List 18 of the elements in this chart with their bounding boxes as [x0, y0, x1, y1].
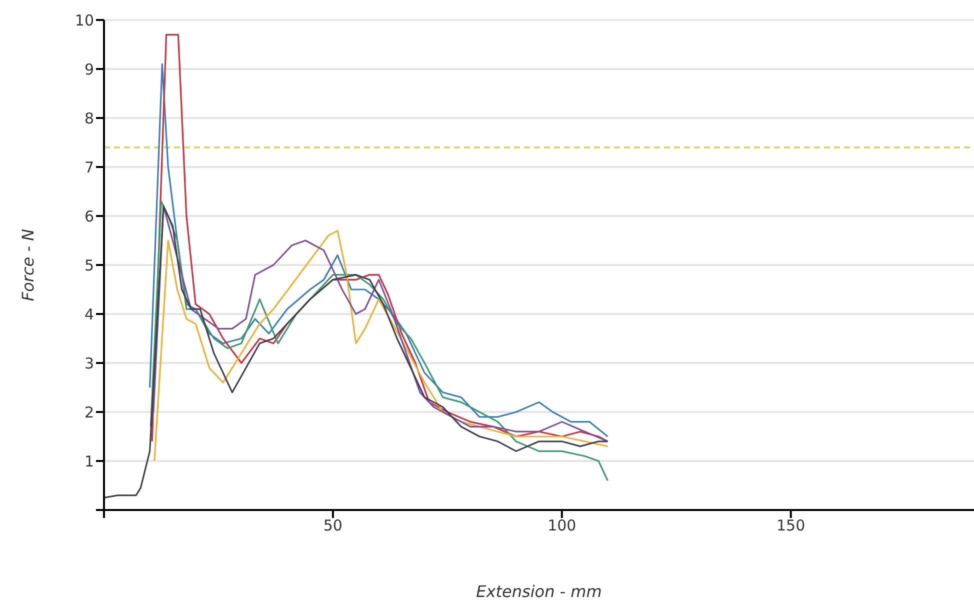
y-tick-label: 9 [84, 60, 94, 78]
x-axis-title: Extension - mm [476, 582, 602, 601]
y-tick-label: 8 [84, 109, 94, 128]
y-tick-label: 7 [84, 158, 94, 176]
line-series [150, 200, 608, 482]
y-tick-label: 2 [84, 403, 94, 422]
y-tick-label: 5 [84, 256, 94, 274]
x-tick-label: 100 [548, 516, 576, 535]
line-series [154, 230, 608, 462]
x-tick-label: 50 [323, 516, 342, 535]
x-tick-label: 150 [776, 516, 806, 535]
y-tick-label: 10 [74, 11, 94, 30]
y-tick-label: 1 [84, 452, 94, 470]
line-series [104, 205, 608, 499]
y-axis-title: Force - N [18, 228, 38, 302]
y-tick-label: 6 [84, 207, 94, 226]
y-tick-label: 3 [84, 354, 94, 372]
y-tick-label: 4 [84, 305, 94, 324]
